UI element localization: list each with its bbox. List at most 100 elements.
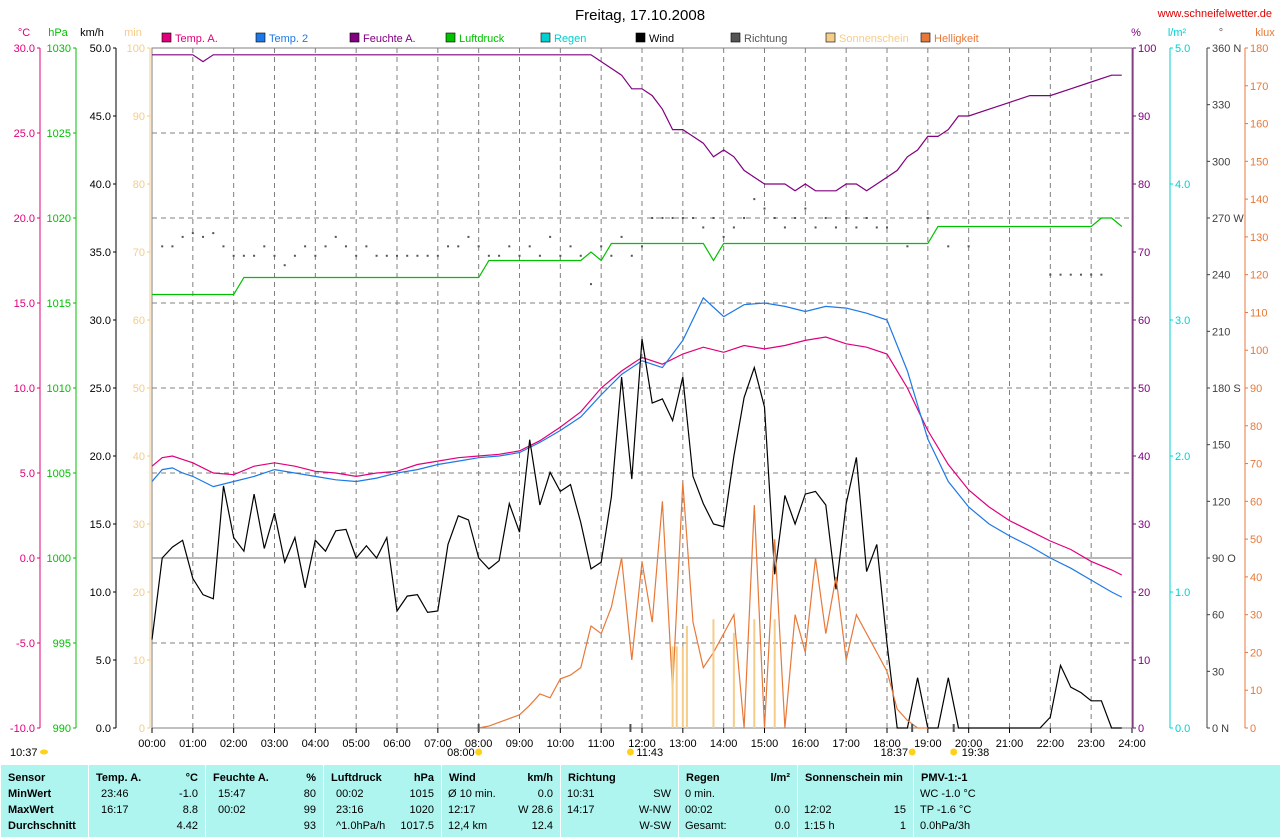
point-richtung (365, 245, 368, 248)
tick-label-sun: 30 (133, 519, 145, 531)
tick-label-direction: 270 W (1212, 213, 1244, 225)
x-tick-label: 23:00 (1077, 738, 1105, 750)
point-richtung (1090, 273, 1093, 276)
legend-swatch-wind (635, 32, 646, 43)
stats-time: WC -1.0 °C (920, 788, 976, 800)
point-richtung (630, 254, 633, 257)
stats-value: 1015 (409, 788, 434, 800)
point-richtung (538, 254, 541, 257)
x-tick-label: 09:00 (506, 738, 534, 750)
x-tick-label: 01:00 (179, 738, 207, 750)
stats-time: ^1.0hPa/h (336, 820, 386, 832)
stats-value: 99 (303, 804, 316, 816)
marker-label-sunrise: 08:00 (447, 747, 475, 759)
tick-label-sun: 90 (133, 111, 145, 123)
point-richtung (641, 245, 643, 248)
point-richtung (559, 254, 562, 257)
x-tick-label: 16:00 (792, 738, 820, 750)
tick-label-direction: 180 S (1212, 383, 1241, 395)
point-richtung (161, 245, 164, 248)
tick-label-pressure: 1010 (47, 383, 71, 395)
marker-label-moon: 19:38 (962, 747, 990, 759)
x-tick-label: 07:00 (424, 738, 452, 750)
point-richtung (712, 217, 715, 219)
point-richtung (518, 254, 521, 257)
point-richtung (753, 198, 756, 201)
tick-label-direction: 150 (1212, 440, 1230, 452)
point-richtung (814, 226, 817, 229)
stats-header: Feuchte A. (213, 772, 269, 784)
point-richtung (610, 254, 613, 257)
point-richtung (947, 245, 950, 248)
tick-label-sun: 0 (139, 723, 145, 735)
legend-swatch-sonnenschein (825, 32, 836, 43)
point-richtung (191, 232, 194, 235)
sun-icon (626, 748, 634, 756)
legend-label-temp_2: Temp. 2 (269, 33, 308, 45)
point-richtung (845, 217, 848, 219)
stats-time: 10:31 (567, 788, 595, 800)
tick-label-wind: 0.0 (96, 723, 111, 735)
point-richtung (967, 245, 970, 248)
weather-chart: Freitag, 17.10.2008 www.schneifelwetter.d… (10, 7, 1275, 759)
axis-unit-direction: ° (1219, 27, 1223, 39)
x-tick-label: 20:00 (955, 738, 983, 750)
tick-label-lux: 10 (1250, 685, 1262, 697)
stats-time: 23:16 (336, 804, 364, 816)
tick-label-wind: 10.0 (90, 587, 111, 599)
tick-label-humidity: 30 (1138, 519, 1150, 531)
tick-label-pressure: 1025 (47, 128, 71, 140)
tick-label-pressure: 995 (53, 638, 71, 650)
legend-swatch-temp_2 (255, 32, 266, 43)
tick-label-direction: 300 (1212, 156, 1230, 168)
axis-unit-wind: km/h (80, 27, 104, 39)
tick-label-pressure: 1030 (47, 43, 71, 55)
tick-label-humidity: 100 (1138, 43, 1156, 55)
point-richtung (773, 217, 776, 219)
tick-label-rain: 3.0 (1175, 315, 1190, 327)
tick-label-wind: 25.0 (90, 383, 111, 395)
point-richtung (1059, 273, 1062, 276)
stats-unit: °C (185, 772, 198, 784)
x-tick-label: 10:00 (547, 738, 575, 750)
stats-time: 12,4 km (448, 820, 488, 832)
x-tick-label: 08:00 (465, 738, 493, 750)
stats-column-sonne: Sonnenschein min 12:02 15 1:15 h 1 (797, 765, 914, 837)
axis-unit-pressure: hPa (48, 27, 68, 39)
tick-label-lux: 100 (1250, 345, 1268, 357)
axis-unit-humidity: % (1131, 27, 1141, 39)
tick-label-lux: 150 (1250, 156, 1268, 168)
tick-label-temp: -10.0 (10, 723, 35, 735)
stats-time: 12:02 (804, 804, 832, 816)
stats-value: 0.0 (774, 820, 790, 832)
stats-column-feuchte: Feuchte A.% 15:47 80 00:02 99 93 (205, 765, 324, 837)
tick-label-wind: 30.0 (90, 315, 111, 327)
tick-label-temp: -5.0 (16, 638, 35, 650)
x-tick-label: 17:00 (832, 738, 860, 750)
stats-value: W-SW (639, 820, 671, 832)
point-richtung (344, 245, 347, 248)
tick-label-direction: 90 O (1212, 553, 1236, 565)
point-richtung (528, 245, 531, 248)
point-richtung (702, 226, 705, 229)
stats-value: 1017.5 (400, 820, 434, 832)
stats-value: 0.0 (774, 804, 790, 816)
x-tick-label: 13:00 (669, 738, 697, 750)
tick-label-temp: 25.0 (14, 128, 35, 140)
tick-label-lux: 90 (1250, 383, 1262, 395)
tick-label-sun: 20 (133, 587, 145, 599)
point-richtung (222, 245, 225, 248)
x-tick-label: 03:00 (261, 738, 289, 750)
stats-column-wind: Wind km/h Ø 10 min. 0.0 12:17 W 28.6 12,4 km 12… (441, 765, 561, 837)
point-richtung (467, 235, 470, 238)
stats-header: Luftdruck (331, 772, 382, 784)
tick-label-direction: 60 (1212, 610, 1224, 622)
point-richtung (385, 254, 388, 257)
x-tick-label: 00:00 (138, 738, 166, 750)
stats-time: 12:17 (448, 804, 476, 816)
tick-label-humidity: 20 (1138, 587, 1150, 599)
x-tick-label: 15:00 (751, 738, 779, 750)
line-helligkeit (478, 482, 928, 729)
stats-unit: km/h (527, 772, 553, 784)
point-richtung (589, 283, 592, 286)
